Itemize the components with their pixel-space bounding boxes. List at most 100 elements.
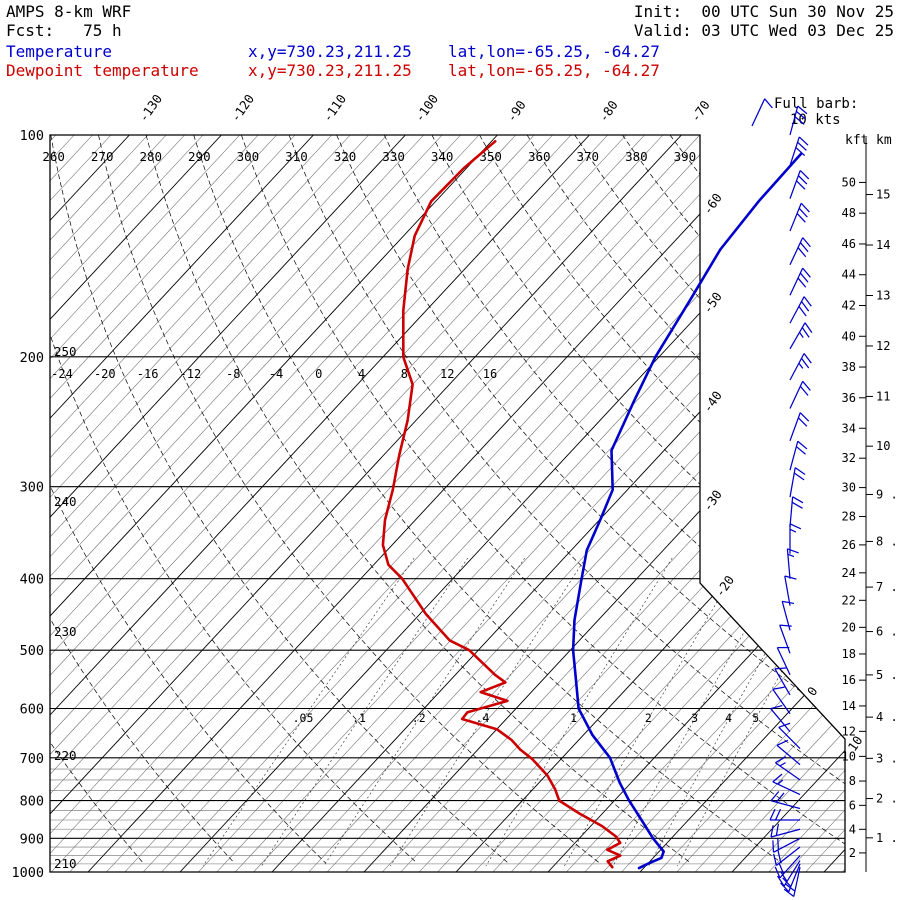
temperature-latlon: lat,lon=-65.25, -64.27 — [448, 42, 660, 61]
svg-text:300: 300 — [237, 149, 260, 164]
dry-adiabats — [50, 135, 845, 864]
svg-text:340: 340 — [431, 149, 454, 164]
svg-text:390: 390 — [674, 149, 697, 164]
svg-text:10: 10 — [842, 749, 856, 763]
top-isotherm-labels: -130 -120 -110 -100 -90 -80 -70 — [136, 91, 713, 124]
dewpoint-latlon: lat,lon=-65.25, -64.27 — [448, 61, 660, 80]
temperature-legend-label: Temperature — [6, 42, 112, 61]
svg-text:.2: .2 — [412, 711, 426, 725]
svg-text:230: 230 — [54, 624, 77, 639]
svg-text:22: 22 — [842, 593, 856, 607]
svg-text:0: 0 — [315, 367, 322, 381]
svg-text:10: 10 — [845, 733, 866, 754]
svg-text:12 .: 12 . — [876, 339, 900, 353]
svg-text:0: 0 — [804, 684, 821, 699]
svg-text:50: 50 — [842, 175, 856, 189]
svg-text:320: 320 — [334, 149, 357, 164]
svg-text:32: 32 — [842, 451, 856, 465]
svg-text:5: 5 — [752, 711, 759, 725]
svg-text:900: 900 — [20, 831, 44, 847]
svg-text:30: 30 — [842, 481, 856, 495]
svg-text:-80: -80 — [596, 98, 621, 125]
svg-text:24: 24 — [842, 566, 856, 580]
svg-text:380: 380 — [625, 149, 648, 164]
isotherm-grid — [50, 135, 845, 872]
svg-text:34: 34 — [842, 421, 856, 435]
svg-text:7 .: 7 . — [876, 580, 898, 594]
dewpoint-curve — [381, 140, 622, 869]
svg-text:-40: -40 — [700, 388, 725, 415]
svg-text:18: 18 — [842, 647, 856, 661]
svg-text:370: 370 — [577, 149, 600, 164]
svg-text:3 .: 3 . — [876, 751, 898, 765]
svg-text:10 .: 10 . — [876, 439, 900, 453]
svg-text:.05: .05 — [293, 711, 314, 725]
svg-text:200: 200 — [20, 350, 44, 366]
svg-text:290: 290 — [188, 149, 211, 164]
mixing-ratio-labels: .05 .1 .2 .4 1 2 3 4 5 — [293, 711, 760, 725]
svg-text:16: 16 — [483, 367, 497, 381]
wind-barbs — [769, 105, 813, 898]
pressure-axis-labels: 100 200 300 400 500 600 700 800 900 1000 — [11, 128, 44, 881]
pressure-minor-gridlines — [50, 768, 845, 865]
svg-text:4: 4 — [849, 822, 856, 836]
svg-text:16: 16 — [842, 673, 856, 687]
svg-text:400: 400 — [20, 572, 44, 588]
svg-text:1: 1 — [570, 711, 577, 725]
model-title: AMPS 8-km WRF — [6, 2, 132, 21]
svg-text:350: 350 — [479, 149, 502, 164]
svg-text:2 .: 2 . — [876, 792, 898, 806]
svg-text:2: 2 — [849, 846, 856, 860]
svg-text:.4: .4 — [476, 711, 490, 725]
svg-text:4: 4 — [725, 711, 732, 725]
svg-text:36: 36 — [842, 391, 856, 405]
svg-text:700: 700 — [20, 751, 44, 767]
svg-text:-120: -120 — [228, 91, 258, 124]
svg-text:46: 46 — [842, 237, 856, 251]
svg-text:9 .: 9 . — [876, 487, 898, 501]
forecast-hour: Fcst: 75 h — [6, 21, 122, 40]
svg-text:13 .: 13 . — [876, 288, 900, 302]
svg-text:600: 600 — [20, 701, 44, 717]
svg-text:2: 2 — [645, 711, 652, 725]
svg-text:11 .: 11 . — [876, 389, 900, 403]
svg-text:8 .: 8 . — [876, 534, 898, 548]
pressure-gridlines — [50, 134, 845, 873]
svg-text:260: 260 — [42, 149, 65, 164]
svg-text:40: 40 — [842, 329, 856, 343]
svg-text:1000: 1000 — [11, 865, 44, 881]
temperature-xy: x,y=730.23,211.25 — [248, 42, 412, 61]
svg-text:800: 800 — [20, 794, 44, 810]
scale-200-labels: -24 -20 -16 -12 -8 -4 0 4 8 12 16 — [51, 367, 497, 381]
svg-text:-50: -50 — [700, 289, 725, 316]
svg-text:kft: kft — [845, 133, 868, 148]
svg-text:14 .: 14 . — [876, 238, 900, 252]
svg-text:220: 220 — [54, 748, 77, 763]
dewpoint-legend-label: Dewpoint temperature — [6, 61, 199, 80]
svg-text:km: km — [876, 133, 892, 148]
svg-text:15 .: 15 . — [876, 188, 900, 202]
temperature-curve — [571, 152, 803, 870]
svg-text:.1: .1 — [352, 711, 366, 725]
svg-text:-16: -16 — [137, 367, 159, 381]
svg-text:250: 250 — [54, 344, 77, 359]
svg-text:-30: -30 — [700, 487, 725, 514]
svg-text:4 .: 4 . — [876, 710, 898, 724]
svg-text:300: 300 — [20, 480, 44, 496]
svg-text:6 .: 6 . — [876, 625, 898, 639]
svg-text:-70: -70 — [688, 98, 713, 125]
svg-text:28: 28 — [842, 509, 856, 523]
svg-text:-60: -60 — [700, 190, 725, 217]
svg-text:48: 48 — [842, 206, 856, 220]
svg-text:4: 4 — [358, 367, 365, 381]
svg-text:210: 210 — [54, 856, 77, 871]
svg-text:-110: -110 — [320, 91, 350, 124]
svg-text:-20: -20 — [94, 367, 116, 381]
svg-text:-130: -130 — [136, 91, 166, 124]
svg-text:1 .: 1 . — [876, 831, 898, 845]
svg-text:5 .: 5 . — [876, 668, 898, 682]
svg-text:14: 14 — [842, 699, 856, 713]
svg-text:6: 6 — [849, 798, 856, 812]
